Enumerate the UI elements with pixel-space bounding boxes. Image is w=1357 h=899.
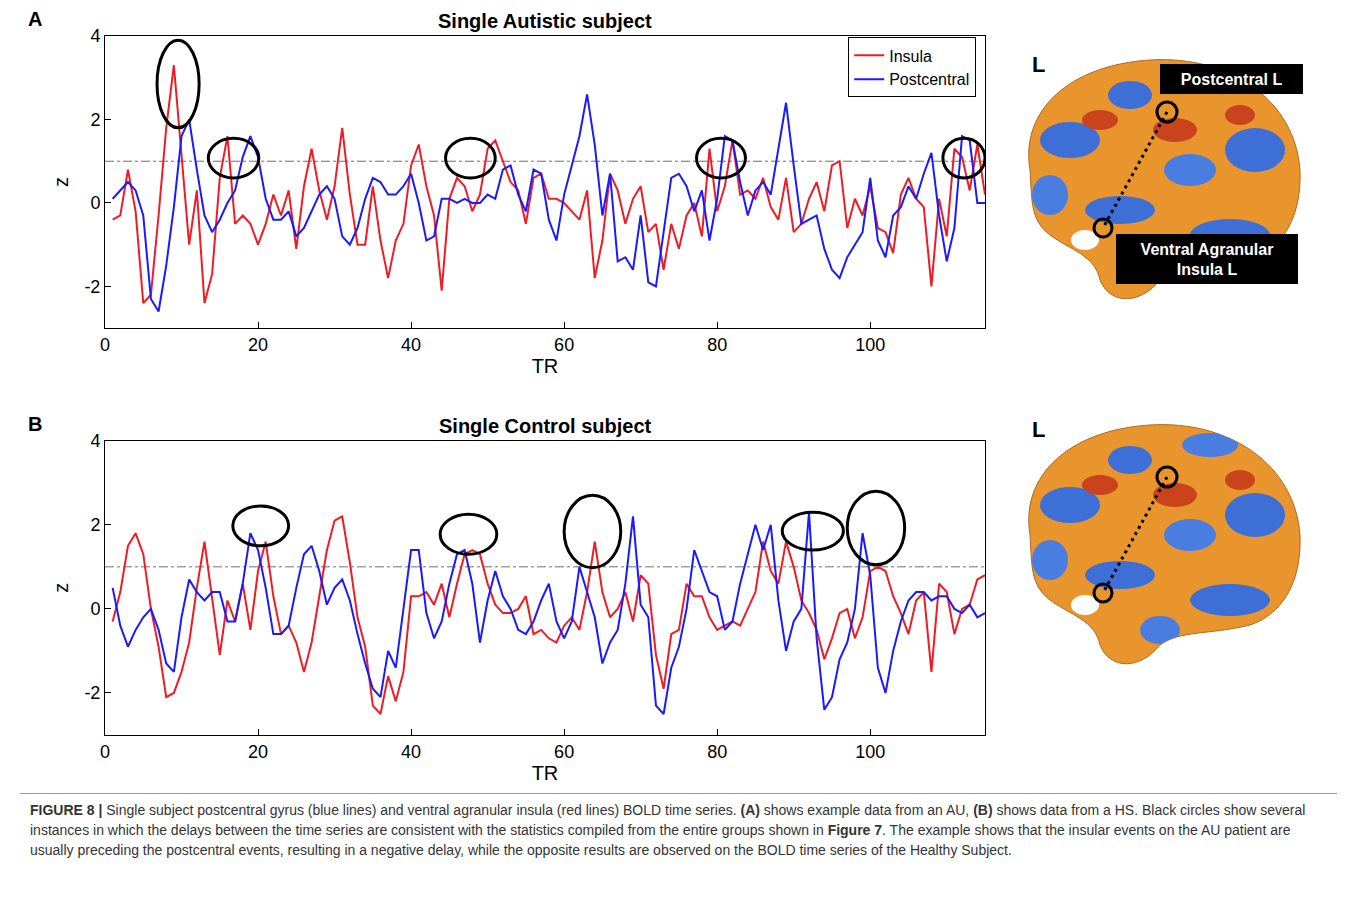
- html-text:FIGURE 8 | Single subject post: FIGURE 8 | Single subject postcentral gy…: [30, 802, 1306, 858]
- svg-text:B: B: [28, 413, 42, 435]
- svg-text:60: 60: [554, 335, 574, 355]
- svg-text:TR: TR: [532, 355, 559, 377]
- svg-text:40: 40: [401, 335, 421, 355]
- svg-text:0: 0: [100, 335, 110, 355]
- svg-text:Postcentral: Postcentral: [889, 71, 969, 88]
- svg-text:Postcentral L: Postcentral L: [1181, 71, 1283, 88]
- svg-text:0: 0: [90, 193, 100, 213]
- svg-text:40: 40: [401, 742, 421, 762]
- svg-text:Insula L: Insula L: [1177, 261, 1238, 278]
- svg-text:4: 4: [90, 431, 100, 451]
- svg-text:20: 20: [248, 742, 268, 762]
- svg-text:-2: -2: [84, 277, 100, 297]
- svg-text:TR: TR: [532, 762, 559, 784]
- svg-text:Single Control subject: Single Control subject: [439, 415, 652, 437]
- svg-text:0: 0: [90, 599, 100, 619]
- svg-text:Ventral Agranular: Ventral Agranular: [1141, 241, 1274, 258]
- svg-text:80: 80: [707, 742, 727, 762]
- svg-text:20: 20: [248, 335, 268, 355]
- svg-text:A: A: [28, 8, 42, 30]
- svg-text:0: 0: [100, 742, 110, 762]
- svg-text:2: 2: [90, 110, 100, 130]
- svg-text:2: 2: [90, 515, 100, 535]
- svg-text:z: z: [50, 177, 72, 187]
- svg-text:100: 100: [855, 742, 885, 762]
- svg-text:L: L: [1032, 52, 1045, 77]
- svg-text:L: L: [1032, 417, 1045, 442]
- svg-text:Single Autistic subject: Single Autistic subject: [438, 10, 652, 32]
- svg-text:100: 100: [855, 335, 885, 355]
- svg-text:4: 4: [90, 26, 100, 46]
- svg-text:z: z: [50, 583, 72, 593]
- svg-text:60: 60: [554, 742, 574, 762]
- svg-text:-2: -2: [84, 683, 100, 703]
- svg-text:80: 80: [707, 335, 727, 355]
- svg-text:Insula: Insula: [889, 48, 932, 65]
